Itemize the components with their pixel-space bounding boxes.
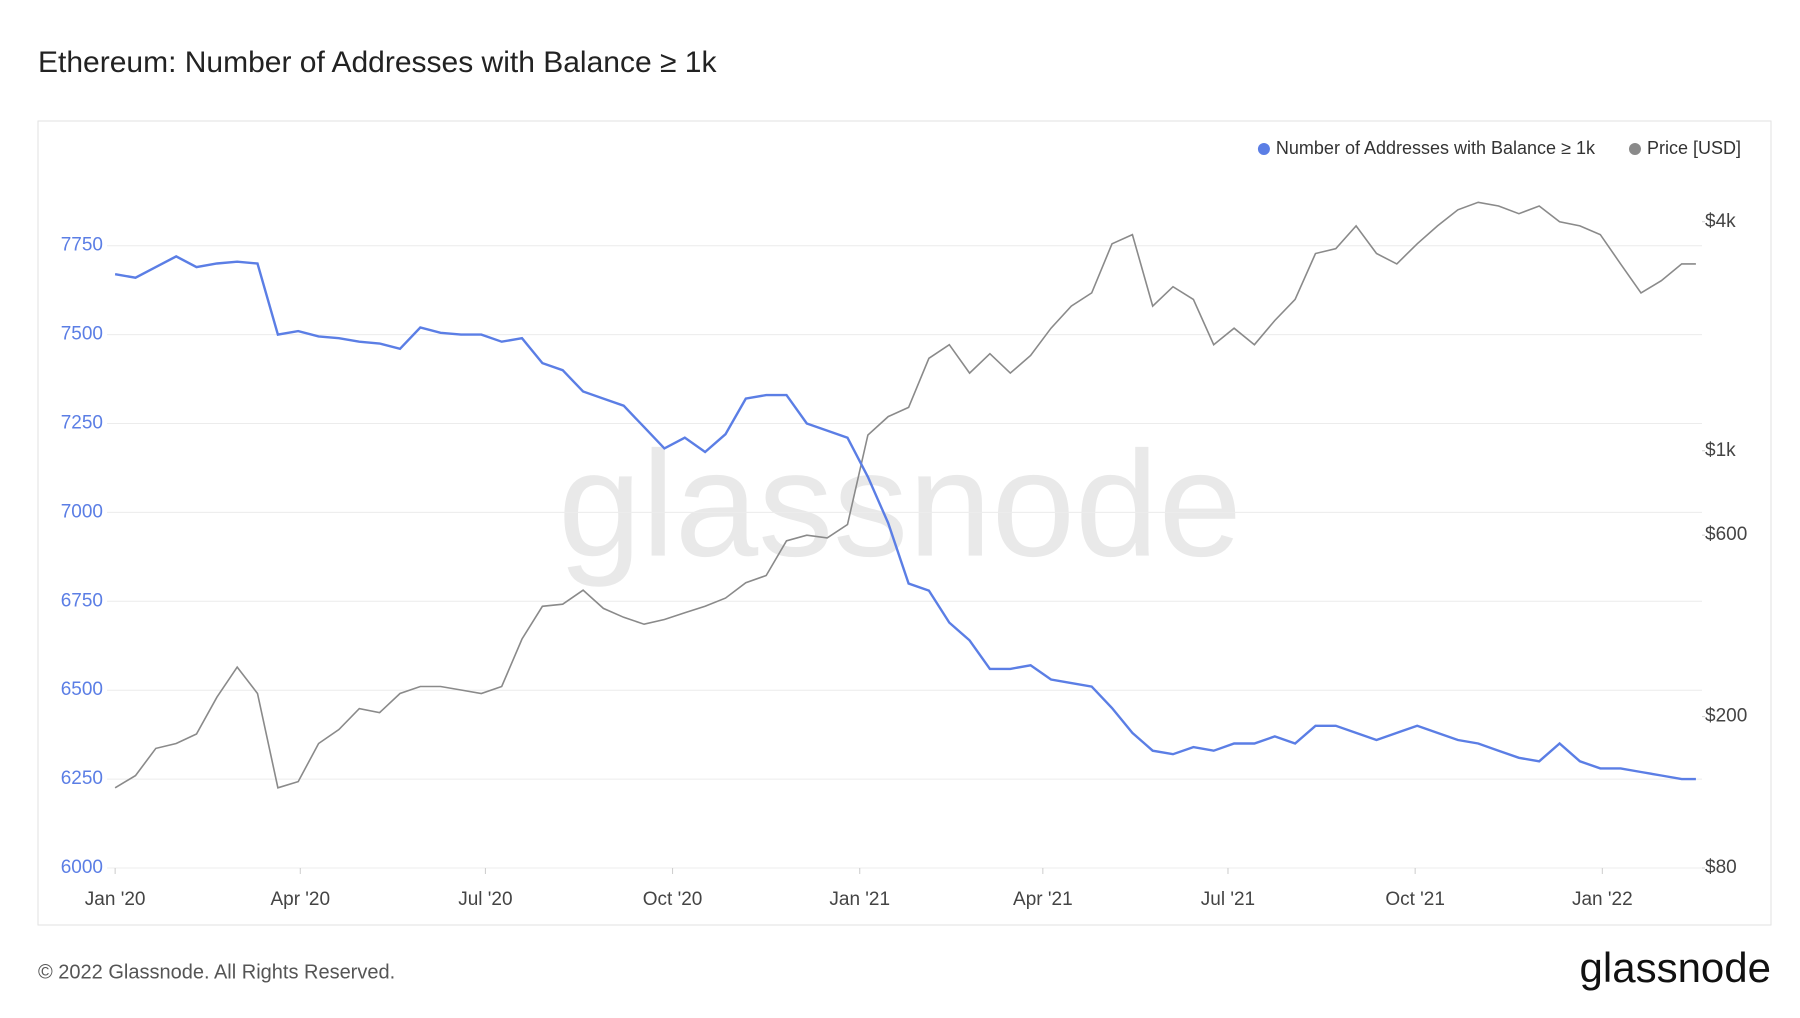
y-tick-label: 7750 [61,235,103,256]
logo: glassnode [1580,944,1771,991]
y-tick-label: 7000 [61,501,103,522]
y-tick-label: 6750 [61,590,103,611]
y2-tick-label: $200 [1705,706,1747,727]
x-tick-label: Jan '20 [85,889,146,910]
x-tick-label: Apr '21 [1013,889,1073,910]
x-tick-label: Jan '21 [829,889,890,910]
y2-tick-label: $4k [1705,211,1736,232]
x-tick-label: Oct '20 [643,889,703,910]
legend-label: Number of Addresses with Balance ≥ 1k [1276,138,1596,158]
y2-tick-label: $80 [1705,857,1737,878]
x-tick-label: Apr '20 [270,889,330,910]
y2-tick-label: $600 [1705,524,1747,545]
plot-frame [37,120,1772,926]
y2-tick-label: $1k [1705,440,1736,461]
series-line [114,255,1696,781]
y-tick-label: 7250 [61,413,103,434]
y-tick-label: 6500 [61,679,103,700]
y-tick-label: 6250 [61,768,103,789]
legend-dot [1628,143,1641,155]
legend-dot [1257,143,1270,155]
x-tick-label: Jan '22 [1572,889,1633,910]
x-tick-label: Oct '21 [1385,889,1445,910]
series-line [114,201,1696,789]
chart-title: Ethereum: Number of Addresses with Balan… [38,46,717,79]
x-tick-label: Jul '21 [1201,889,1255,910]
legend-label: Price [USD] [1647,138,1741,158]
y-tick-label: 6000 [61,857,103,878]
x-tick-label: Jul '20 [458,889,512,910]
y-tick-label: 7500 [61,324,103,345]
footer: © 2022 Glassnode. All Rights Reserved. [38,961,395,983]
